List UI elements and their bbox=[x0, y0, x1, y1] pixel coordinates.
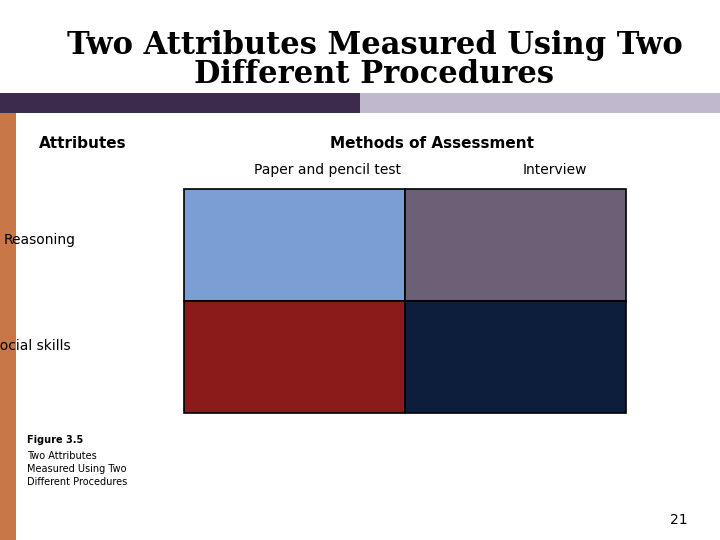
Text: 21: 21 bbox=[670, 512, 688, 526]
Bar bbox=[184, 301, 405, 413]
Text: Two Attributes
Measured Using Two
Different Procedures: Two Attributes Measured Using Two Differ… bbox=[27, 451, 127, 487]
Text: Reasoning: Reasoning bbox=[4, 233, 76, 247]
Bar bbox=[405, 189, 626, 301]
Text: Interview: Interview bbox=[522, 163, 587, 177]
Bar bbox=[360, 93, 720, 113]
Text: Paper and pencil test: Paper and pencil test bbox=[254, 163, 401, 177]
Bar bbox=[0, 113, 16, 540]
Text: Attributes: Attributes bbox=[39, 136, 127, 151]
Text: Figure 3.5: Figure 3.5 bbox=[27, 435, 84, 445]
Bar bbox=[0, 93, 360, 113]
Text: Two Attributes Measured Using Two: Two Attributes Measured Using Two bbox=[66, 30, 683, 62]
Text: Social skills: Social skills bbox=[0, 339, 71, 353]
Bar bbox=[184, 189, 405, 301]
Text: Different Procedures: Different Procedures bbox=[194, 59, 554, 90]
Text: Methods of Assessment: Methods of Assessment bbox=[330, 136, 534, 151]
Bar bbox=[405, 301, 626, 413]
